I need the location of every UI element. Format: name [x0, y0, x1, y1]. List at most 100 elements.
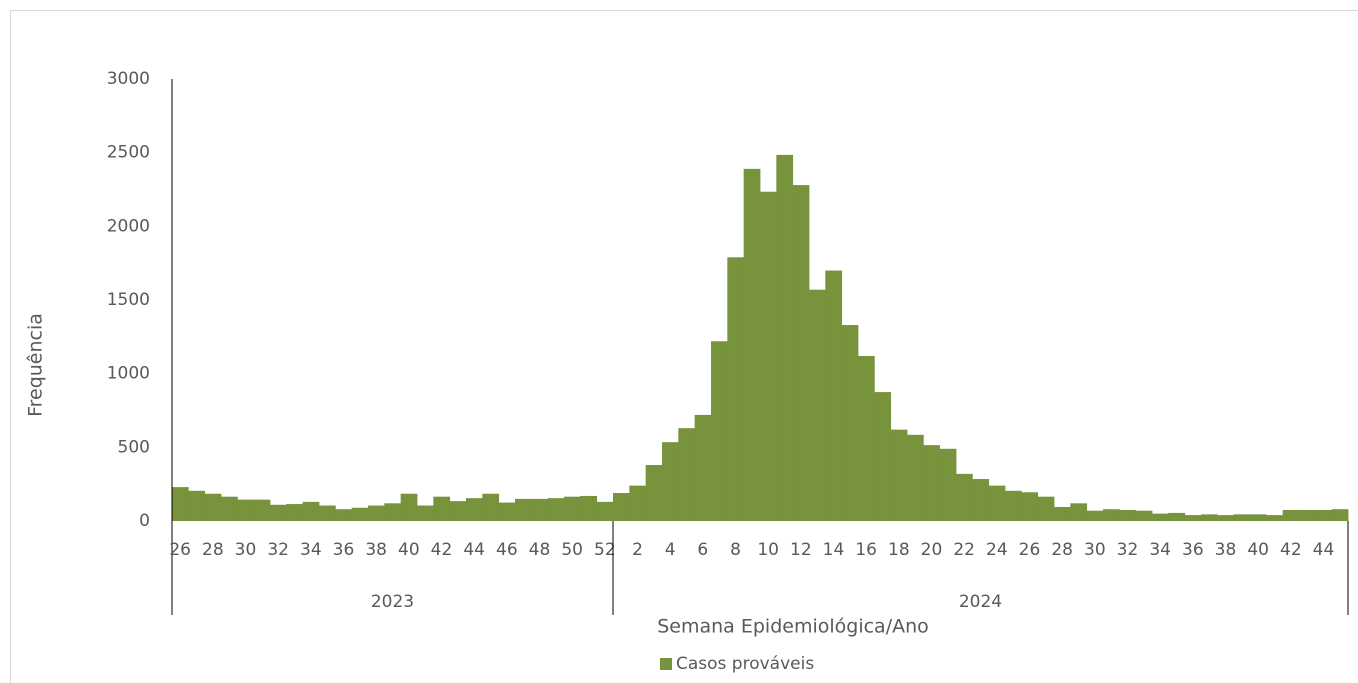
bar — [1168, 512, 1186, 521]
y-tick-label: 1500 — [107, 290, 150, 310]
bar — [1086, 510, 1104, 521]
bar — [515, 498, 532, 521]
bar — [319, 505, 336, 521]
x-tick-label: 46 — [496, 540, 518, 560]
bar — [956, 473, 973, 521]
bar — [874, 392, 892, 521]
bar — [1054, 507, 1071, 521]
bar — [1119, 509, 1137, 521]
x-tick-label: 26 — [169, 540, 191, 560]
x-tick-label: 44 — [463, 540, 485, 560]
bar — [629, 485, 647, 521]
bar — [972, 479, 990, 521]
bar — [727, 257, 745, 521]
x-tick-label: 38 — [1215, 540, 1237, 560]
x-tick-label: 34 — [1149, 540, 1171, 560]
x-tick-label: 36 — [333, 540, 355, 560]
bar — [564, 496, 581, 521]
bar — [580, 495, 598, 521]
x-tick-label: 26 — [1019, 540, 1041, 560]
x-tick-label: 6 — [697, 540, 708, 560]
x-tick-label: 28 — [1051, 540, 1073, 560]
bar — [1037, 496, 1055, 521]
legend-label: Casos prováveis — [676, 654, 814, 674]
bar — [890, 429, 908, 521]
x-tick-label: 8 — [730, 540, 741, 560]
bar — [939, 448, 957, 521]
y-tick-label: 0 — [139, 511, 150, 531]
x-tick-label: 32 — [267, 540, 289, 560]
bar — [858, 355, 875, 521]
bar — [449, 501, 467, 521]
y-axis-title: Frequência — [25, 313, 47, 417]
x-tick-label: 22 — [953, 540, 975, 560]
x-tick-label: 50 — [561, 540, 583, 560]
bar — [988, 485, 1006, 521]
x-axis-title: Semana Epidemiológica/Ano — [657, 616, 929, 638]
x-tick-label: 32 — [1117, 540, 1139, 560]
bar — [760, 191, 777, 521]
group-label: 2024 — [959, 592, 1002, 612]
bar — [1315, 509, 1333, 521]
bar — [1005, 490, 1022, 521]
bar — [221, 496, 238, 521]
x-tick-label: 14 — [823, 540, 845, 560]
bar — [596, 501, 614, 521]
bar — [776, 154, 794, 522]
x-tick-label: 40 — [1247, 540, 1269, 560]
bar — [335, 509, 353, 521]
x-tick-label: 30 — [235, 540, 257, 560]
bar — [498, 502, 516, 521]
bar — [1217, 515, 1235, 521]
legend-swatch — [660, 658, 672, 670]
bar — [743, 168, 761, 521]
bar — [400, 493, 418, 521]
x-tick-label: 42 — [1280, 540, 1302, 560]
x-tick-label: 34 — [300, 540, 322, 560]
group-label: 2023 — [371, 592, 414, 612]
bar — [466, 498, 483, 521]
bar — [907, 434, 924, 521]
bar — [172, 487, 189, 521]
chart-frame — [10, 10, 1358, 683]
x-tick-label: 30 — [1084, 540, 1106, 560]
bar — [841, 325, 859, 521]
bar — [433, 496, 451, 521]
x-tick-label: 12 — [790, 540, 812, 560]
bar — [188, 490, 206, 521]
bar — [368, 505, 385, 521]
bar — [270, 504, 287, 521]
y-tick-label: 3000 — [107, 69, 150, 89]
bar — [1070, 503, 1088, 521]
bar — [1266, 515, 1284, 521]
bar — [923, 445, 941, 521]
bar — [1135, 510, 1153, 521]
x-tick-label: 44 — [1313, 540, 1335, 560]
x-tick-label: 16 — [855, 540, 877, 560]
bar — [809, 289, 826, 521]
x-tick-label: 48 — [529, 540, 551, 560]
x-tick-label: 20 — [921, 540, 943, 560]
x-tick-label: 10 — [757, 540, 779, 560]
bar — [1201, 514, 1218, 521]
bar — [1233, 514, 1251, 521]
bar — [825, 270, 843, 521]
bar — [531, 498, 549, 521]
x-tick-label: 38 — [365, 540, 387, 560]
y-tick-label: 2500 — [107, 143, 150, 163]
bar — [711, 341, 728, 521]
x-tick-label: 40 — [398, 540, 420, 560]
bar — [482, 493, 500, 521]
bar — [1021, 492, 1039, 521]
bar — [547, 498, 565, 521]
x-tick-label: 4 — [665, 540, 676, 560]
bar — [253, 499, 271, 521]
y-tick-label: 1000 — [107, 364, 150, 384]
bar — [302, 501, 320, 521]
bar — [1299, 509, 1316, 521]
bar — [1152, 513, 1169, 521]
bar — [662, 442, 679, 521]
bar — [613, 493, 630, 521]
